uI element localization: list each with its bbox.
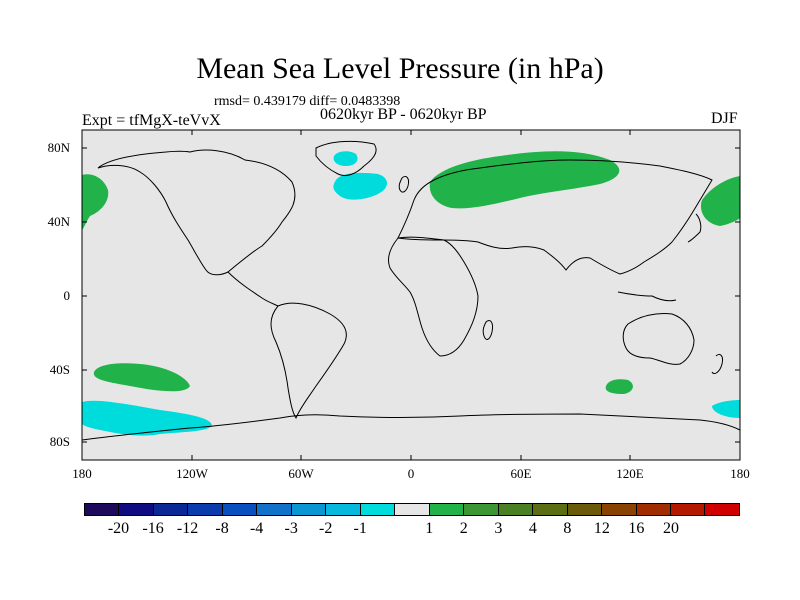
lat-label-0: 0 (63, 288, 71, 303)
colorbar-label: 4 (528, 520, 537, 537)
coastline-europe-asia (397, 159, 713, 275)
colorbar-label: 8 (563, 520, 572, 537)
coastline-greenland (315, 140, 377, 177)
colorbar-label: 12 (593, 520, 610, 537)
colorbar-cell-8 (360, 504, 396, 515)
colorbar-label: 3 (494, 520, 503, 537)
colorbar-cell-17 (670, 504, 706, 515)
colorbar-cell-0 (85, 504, 120, 515)
coastline-new-zealand (711, 353, 723, 375)
anomaly-region-southern-ocean-se-australia (712, 400, 740, 418)
coastline-central-america (227, 271, 279, 307)
coastline-antarctica (81, 413, 741, 441)
colorbar-cell-7 (326, 504, 361, 515)
axis-ticks (81, 130, 741, 460)
colorbar-label: -2 (319, 520, 333, 537)
lat-label-80s: 80S (49, 434, 70, 449)
colorbar-cell-12 (498, 504, 534, 515)
colorbar-cell-14 (567, 504, 603, 515)
colorbar-label: -1 (353, 520, 367, 537)
colorbar-label: -12 (176, 520, 199, 537)
colorbar-cell-10 (429, 504, 465, 515)
coastline-australia (622, 313, 695, 365)
lon-label-180-east: 180 (730, 466, 750, 481)
coastline-madagascar (482, 319, 493, 340)
colorbar-cell-5 (257, 504, 292, 515)
lon-label-60e: 60E (510, 466, 532, 481)
anomaly-region-north-pacific-east (82, 174, 109, 230)
lat-label-40s: 40S (49, 362, 70, 377)
colorbar-cell-15 (602, 504, 637, 515)
lat-label-80n: 80N (47, 140, 70, 155)
anomaly-regions (82, 151, 740, 436)
coastline-africa (387, 236, 479, 357)
coastline-british-isles (398, 175, 409, 193)
colorbar-label: -3 (284, 520, 298, 537)
colorbar-cell-3 (188, 504, 223, 515)
colorbar-label: -16 (142, 520, 164, 537)
anomaly-region-north-pacific-west (700, 176, 740, 226)
colorbar (84, 503, 740, 516)
map-background (82, 130, 740, 460)
lon-label-120e: 120E (616, 466, 644, 481)
colorbar-cell-16 (636, 504, 671, 515)
colorbar-cell-18 (705, 504, 739, 515)
colorbar-cell-11 (464, 504, 499, 515)
coastline-japan (687, 213, 702, 243)
lat-label-40n: 40N (47, 214, 70, 229)
anomaly-region-southern-indian-ocean (605, 379, 633, 394)
experiment-label: Expt = tfMgX-teVvX (82, 112, 221, 129)
anomaly-region-south-pacific (93, 363, 190, 392)
colorbar-cell-9 (395, 504, 430, 515)
colorbar-cell-2 (153, 504, 189, 515)
colorbar-cell-6 (291, 504, 327, 515)
colorbar-label: -4 (249, 520, 264, 537)
lon-label-120w: 120W (176, 466, 208, 481)
anomaly-region-southern-ocean-pacific (82, 400, 212, 436)
coastline-indonesia (617, 291, 677, 302)
lon-label-180-west: 180 (72, 466, 92, 481)
colorbar-label: -20 (107, 520, 130, 537)
lon-label-60w: 60W (288, 466, 314, 481)
time-period-label: 0620kyr BP - 0620kyr BP (320, 106, 487, 123)
colorbar-cell-4 (222, 504, 258, 515)
coastline-south-america (270, 302, 347, 420)
anomaly-region-greenland (333, 151, 358, 166)
lon-label-0: 0 (407, 466, 415, 481)
anomaly-region-iceland (333, 172, 387, 200)
anomaly-region-scandinavia-siberia (429, 151, 620, 209)
colorbar-cell-13 (533, 504, 568, 515)
colorbar-cell-1 (119, 504, 154, 515)
colorbar-label: 16 (628, 520, 645, 537)
coastline-north-america (97, 149, 296, 276)
rmsd-diff-stats: rmsd= 0.439179 diff= 0.0483398 (214, 94, 401, 109)
map-title: Mean Sea Level Pressure (in hPa) (196, 52, 604, 85)
coastlines (81, 140, 741, 441)
colorbar-label: 2 (459, 520, 468, 537)
colorbar-label: 20 (662, 520, 679, 537)
season-label: DJF (711, 110, 738, 127)
colorbar-label: 1 (425, 520, 434, 537)
colorbar-label: -8 (215, 520, 229, 537)
